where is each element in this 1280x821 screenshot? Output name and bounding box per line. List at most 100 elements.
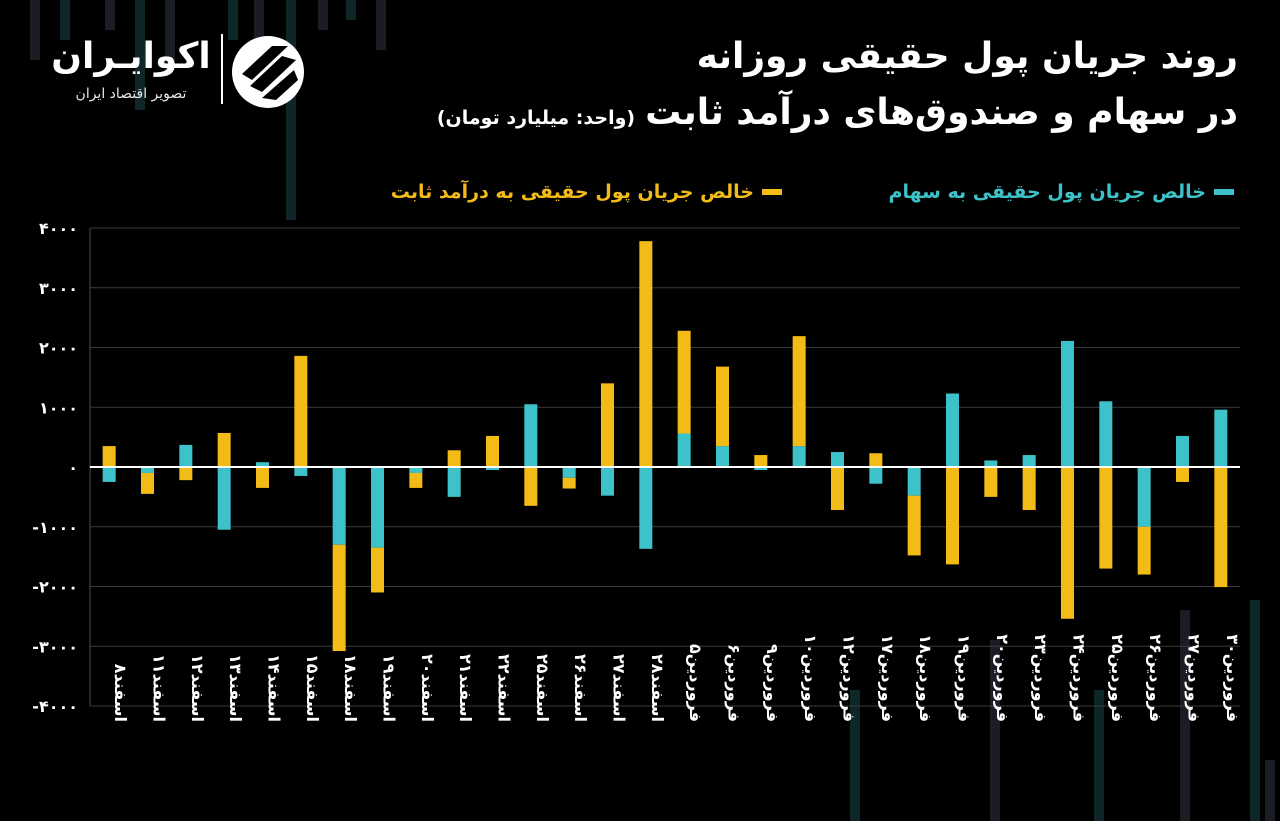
y-tick-label: -۳۰۰۰ (32, 637, 78, 656)
y-tick-label: ۴۰۰۰ (39, 219, 78, 238)
bar-fixed-income (946, 467, 959, 565)
background-candle (850, 690, 860, 821)
bar-fixed-income (1022, 467, 1036, 511)
bar-fixed-income (371, 547, 384, 593)
bar-fixed-income (754, 455, 768, 467)
bar-fixed-income (601, 383, 614, 467)
background-candle (135, 0, 145, 110)
bar-stocks (831, 452, 844, 467)
x-tick-label: اسفند۲۰ (418, 654, 437, 722)
bar-stocks (102, 467, 116, 482)
bar-stocks (524, 404, 538, 467)
x-tick-label: فروردین۹ (763, 644, 782, 722)
background-candle (286, 0, 296, 220)
bar-fixed-income (869, 453, 883, 467)
x-tick-label: اسفند۲۷ (610, 654, 629, 722)
x-tick-label: اسفند۲۲ (495, 654, 514, 722)
bar-stocks (486, 467, 499, 470)
x-tick-label: اسفند۱۴ (265, 654, 284, 722)
bar-fixed-income (984, 467, 998, 497)
bar-fixed-income (1176, 467, 1189, 482)
x-tick-label: فروردین۱۹ (955, 634, 974, 722)
x-tick-label: فروردین۱۸ (916, 634, 935, 722)
x-tick-label: فروردین۱۲ (840, 634, 859, 722)
bar-fixed-income (294, 355, 308, 467)
x-tick-label: فروردین۲۴ (1070, 634, 1089, 722)
background-candle (228, 0, 238, 40)
bar-stocks (562, 467, 576, 478)
chart-title: روند جریان پول حقیقی روزانه (696, 36, 1238, 77)
bar-fixed-income (1061, 467, 1074, 619)
bar-fixed-income (409, 472, 423, 488)
bar-stocks (1214, 409, 1228, 467)
x-tick-label: اسفند۱۹ (380, 654, 399, 722)
legend-label-stocks: خالص جریان پول حقیقی به سهام (888, 181, 1206, 203)
x-tick-label: اسفند۱۲ (188, 654, 207, 722)
bar-stocks (409, 467, 423, 473)
x-tick-label: فروردین۵ (686, 644, 705, 722)
x-tick-label: اسفند۱۸ (341, 654, 360, 722)
bar-stocks (447, 467, 461, 497)
x-tick-label: فروردین۲۷ (1185, 634, 1204, 722)
bar-fixed-income (639, 241, 653, 467)
bar-fixed-income (1214, 467, 1228, 588)
bar-stocks (716, 446, 729, 467)
legend-swatch-fixed-income (762, 189, 782, 195)
bar-fixed-income (1137, 526, 1151, 575)
x-tick-label: اسفند۲۸ (648, 654, 667, 722)
x-tick-label: اسفند۲۱ (456, 654, 475, 722)
bar-stocks (754, 467, 768, 470)
chart-subtitle: در سهام و صندوق‌های درآمد ثابت (واحد: میل… (437, 92, 1238, 133)
background-candle (30, 0, 40, 60)
bar-fixed-income (524, 467, 538, 506)
bar-stocks (601, 467, 614, 496)
chart-subtitle-text: در سهام و صندوق‌های درآمد ثابت (645, 92, 1238, 133)
y-tick-label: -۱۰۰۰ (32, 518, 78, 537)
legend-item-stocks: خالص جریان پول حقیقی به سهام (889, 181, 1234, 203)
background-candle (376, 0, 386, 50)
x-tick-label: اسفند۱۳ (226, 654, 245, 722)
bar-stocks (907, 467, 921, 496)
x-tick-label: اسفند۲۶ (571, 654, 590, 722)
bar-stocks (371, 467, 384, 548)
bar-stocks (869, 467, 883, 484)
x-tick-label: فروردین۲۰ (993, 634, 1012, 722)
bar-fixed-income (562, 477, 576, 489)
brand-name: اکوایـران (51, 36, 211, 77)
y-tick-label: ۰ (68, 458, 78, 477)
bar-stocks (1061, 340, 1074, 467)
background-candle (105, 0, 115, 30)
ecoiran-logo-icon (232, 36, 304, 108)
y-tick-label: ۲۰۰۰ (39, 339, 78, 358)
legend-label-fixed-income: خالص جریان پول حقیقی به درآمد ثابت (390, 181, 754, 203)
bar-stocks (677, 433, 691, 467)
x-tick-label: فروردین۲۶ (1146, 634, 1165, 722)
brand-logo: اکوایـران تصویر اقتصاد ایران (50, 34, 310, 114)
x-tick-label: فروردین۲۵ (1108, 634, 1127, 722)
legend-item-fixed-income: خالص جریان پول حقیقی به درآمد ثابت (391, 181, 782, 203)
y-tick-label: -۲۰۰۰ (32, 578, 78, 597)
x-tick-label: اسفند۱۱ (150, 654, 169, 722)
bar-fixed-income (141, 472, 154, 494)
background-candle (60, 0, 70, 40)
y-tick-label: ۱۰۰۰ (39, 398, 78, 417)
bar-fixed-income (677, 330, 691, 434)
bar-fixed-income (179, 467, 193, 481)
bar-fixed-income (1099, 467, 1113, 569)
bar-fixed-income (716, 366, 729, 447)
bar-stocks (1022, 455, 1036, 467)
x-tick-label: فروردین۶ (725, 644, 744, 722)
bar-stocks (179, 444, 193, 467)
bar-stocks (217, 467, 231, 530)
bar-fixed-income (792, 336, 806, 447)
x-tick-label: فروردین۱۷ (878, 634, 897, 722)
unit-label: (واحد: میلیارد تومان) (436, 107, 636, 129)
x-tick-label: فروردین۱۰ (801, 634, 820, 722)
x-tick-label: فروردین۳۰ (1223, 634, 1242, 722)
bar-fixed-income (831, 467, 844, 511)
background-candle (346, 0, 356, 20)
bar-stocks (256, 462, 269, 467)
bar-stocks (1137, 467, 1151, 527)
